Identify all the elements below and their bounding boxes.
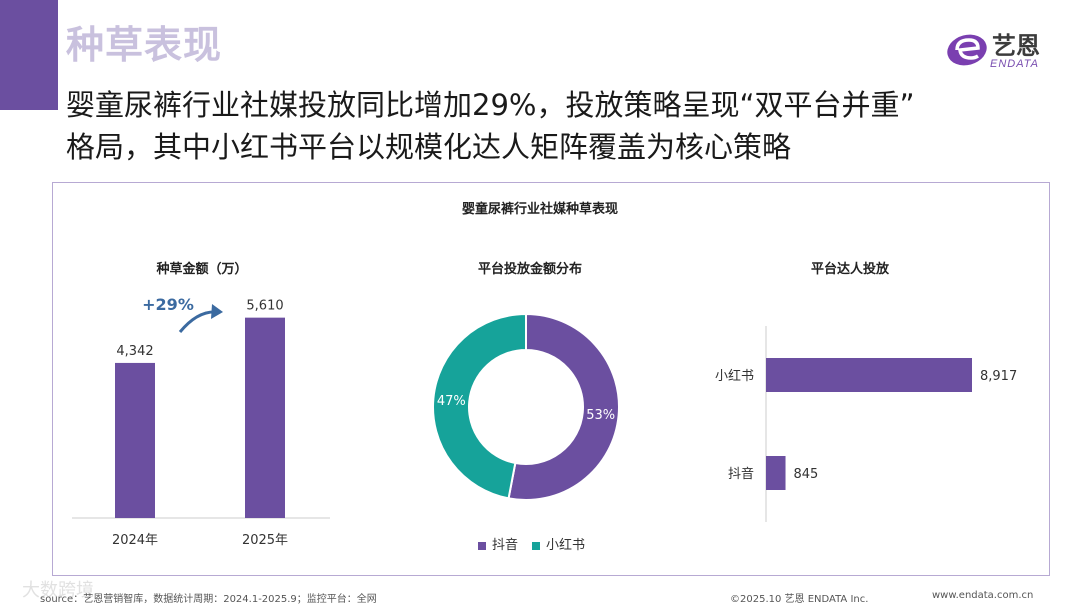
- headline-line-1: 婴童尿裤行业社媒投放同比增加29%，投放策略呈现“双平台并重”: [66, 88, 915, 122]
- chart2-title: 平台投放金额分布: [477, 262, 582, 277]
- headline-line-2: 格局，其中小红书平台以规模化达人矩阵覆盖为核心策略: [66, 130, 792, 164]
- legend-item-xhs: 小红书: [532, 534, 585, 553]
- slice-label: 53%: [586, 408, 615, 423]
- bar: [245, 317, 285, 518]
- y-tick-label: 小红书: [715, 368, 754, 384]
- panel-title: 婴童尿裤行业社媒种草表现: [461, 202, 618, 217]
- footer-website: www.endata.com.cn: [932, 590, 1034, 601]
- hbar-value-label: 845: [794, 467, 819, 482]
- logo-cn: 艺恩: [992, 32, 1040, 60]
- bar-value-label: 4,342: [116, 344, 153, 359]
- legend-item-douyin: 抖音: [478, 534, 518, 553]
- donut-chart-platform: 53% 47%: [432, 312, 620, 501]
- footer-source: source：艺恩营销智库，数据统计周期：2024.1-2025.9；监控平台：…: [40, 594, 377, 605]
- chart1-title: 种草金额（万）: [156, 262, 248, 277]
- bar-value-label: 5,610: [246, 299, 283, 314]
- watermark: 大数跨境: [22, 580, 94, 601]
- growth-arrowhead-icon: [211, 304, 223, 319]
- slice-label: 47%: [437, 394, 466, 409]
- hbar-chart-kol: 小红书 8,917 抖音 845: [715, 326, 1017, 522]
- headline: 婴童尿裤行业社媒投放同比增加29%，投放策略呈现“双平台并重” 格局，其中小红书…: [66, 84, 1026, 168]
- logo-en: ENDATA: [990, 58, 1039, 70]
- section-title: 种草表现: [66, 23, 223, 67]
- x-tick-label: 2025年: [242, 533, 288, 548]
- donut-slice: [432, 312, 527, 500]
- legend-label-douyin: 抖音: [492, 538, 519, 553]
- accent-bar: [0, 0, 58, 110]
- legend-swatch-xhs: [532, 541, 540, 550]
- y-tick-label: 抖音: [728, 466, 754, 482]
- donut-slice: [507, 312, 620, 501]
- growth-label: +29%: [142, 295, 194, 314]
- bar: [115, 362, 155, 518]
- bar-chart-amount: 4,342 2024年 5,610 2025年 +29%: [72, 295, 330, 548]
- x-tick-label: 2024年: [112, 533, 158, 548]
- hbar: [766, 358, 972, 392]
- endata-e-logo-icon: [947, 34, 987, 66]
- hbar-value-label: 8,917: [980, 369, 1017, 384]
- footer-copyright: ©2025.10 艺恩 ENDATA Inc.: [730, 594, 869, 605]
- chart-panel: [52, 182, 1050, 576]
- legend-swatch-douyin: [478, 541, 486, 550]
- legend-label-xhs: 小红书: [546, 538, 586, 553]
- chart3-title: 平台达人投放: [810, 262, 889, 277]
- hbar: [766, 456, 786, 490]
